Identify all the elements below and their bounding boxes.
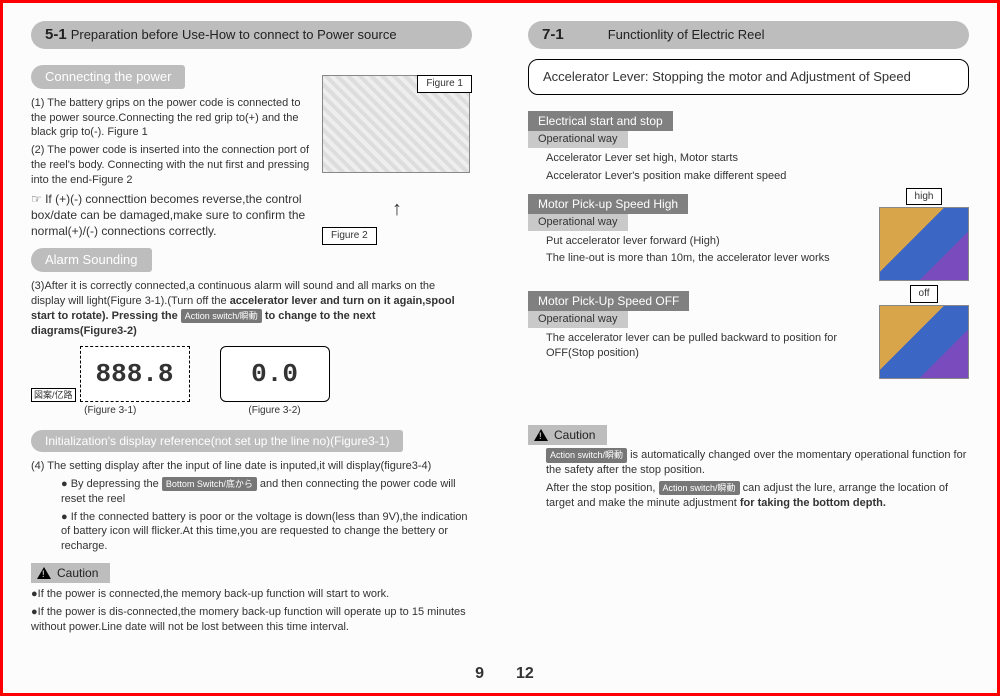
paragraph: (3)After it is correctly connected,a con… (31, 279, 472, 338)
operational-way-label: Operational way (528, 214, 628, 231)
lever-off-image (879, 305, 969, 379)
caution-text: After the stop position, Action switch/瞬… (528, 481, 969, 511)
paragraph: (2) The power code is inserted into the … (31, 143, 311, 188)
bottom-switch-label: Bottom Switch/底から (162, 477, 257, 491)
page-number: 9 (475, 663, 484, 685)
caution-heading: Caution (528, 425, 607, 445)
subheading-pickup-off: Motor Pick-Up Speed OFF (528, 291, 689, 311)
subheading-alarm: Alarm Sounding (31, 248, 152, 272)
section-header-5-1: 5-1 Preparation before Use-How to connec… (31, 21, 472, 49)
right-page: 7-1 Functionlity of Electric Reel Accele… (500, 3, 997, 693)
operational-way-label: Operational way (528, 131, 628, 148)
bullet: ● By depressing the Bottom Switch/底から an… (31, 477, 472, 507)
lcd-display-2: 0.0 (220, 346, 330, 402)
subheading-connecting-power: Connecting the power (31, 65, 185, 89)
paragraph: ☞ If (+)(-) connecttion becomes reverse,… (31, 191, 311, 240)
lcd-caption: (Figure 3-2) (220, 404, 330, 418)
manual-spread: 5-1 Preparation before Use-How to connec… (0, 0, 1000, 696)
warning-icon (37, 567, 51, 579)
action-switch-label: Action switch/瞬動 (546, 448, 627, 462)
paragraph: The accelerator lever can be pulled back… (528, 331, 871, 361)
figure-block: Figure 1 ↑ Figure 2 (322, 75, 472, 245)
figure-label-2: Figure 2 (322, 227, 377, 245)
left-page: 5-1 Preparation before Use-How to connec… (3, 3, 500, 693)
warning-icon (534, 429, 548, 441)
section-title: Preparation before Use-How to connect to… (71, 26, 397, 44)
action-switch-label: Action switch/瞬動 (659, 481, 740, 495)
section-number: 5-1 (45, 25, 67, 45)
section-number: 7-1 (542, 25, 564, 45)
paragraph: (4) The setting display after the input … (31, 459, 472, 474)
caution-text: ●If the power is connected,the memory ba… (31, 587, 472, 602)
lcd-caption: (Figure 3-1) (31, 404, 190, 418)
paragraph: Put accelerator lever forward (High) (528, 234, 871, 249)
section-title: Functionlity of Electric Reel (608, 26, 765, 44)
page-number: 12 (516, 663, 534, 685)
lcd-row: 図案/亿路 888.8 (Figure 3-1) 0.0 (Figure 3-2… (31, 346, 472, 418)
lever-high-image (879, 207, 969, 281)
operational-way-label: Operational way (528, 311, 628, 328)
paragraph: Accelerator Lever's position make differ… (528, 169, 969, 184)
action-switch-label: Action switch/瞬動 (181, 309, 262, 323)
lever-tag-high: high (906, 188, 943, 206)
paragraph: The line-out is more than 10m, the accel… (528, 251, 871, 266)
accelerator-callout: Accelerator Lever: Stopping the motor an… (528, 59, 969, 95)
paragraph: Accelerator Lever set high, Motor starts (528, 151, 969, 166)
arrow-up-icon: ↑ (392, 196, 402, 223)
caution-heading: Caution (31, 563, 110, 583)
section-header-7-1: 7-1 Functionlity of Electric Reel (528, 21, 969, 49)
figure-label-1: Figure 1 (417, 75, 472, 93)
bullet: ● If the connected battery is poor or th… (31, 510, 472, 555)
lever-tag-off: off (910, 285, 939, 303)
subheading-pickup-high: Motor Pick-up Speed High (528, 194, 688, 214)
caution-text: Action switch/瞬動 is automatically change… (528, 448, 969, 478)
pattern-label: 図案/亿路 (31, 388, 76, 402)
subheading-electrical: Electrical start and stop (528, 111, 673, 131)
lcd-display-1: 888.8 (80, 346, 190, 402)
caution-text: ●If the power is dis-connected,the momer… (31, 605, 472, 635)
paragraph: (1) The battery grips on the power code … (31, 96, 311, 141)
subheading-init-ref: Initialization's display reference(not s… (31, 430, 403, 452)
